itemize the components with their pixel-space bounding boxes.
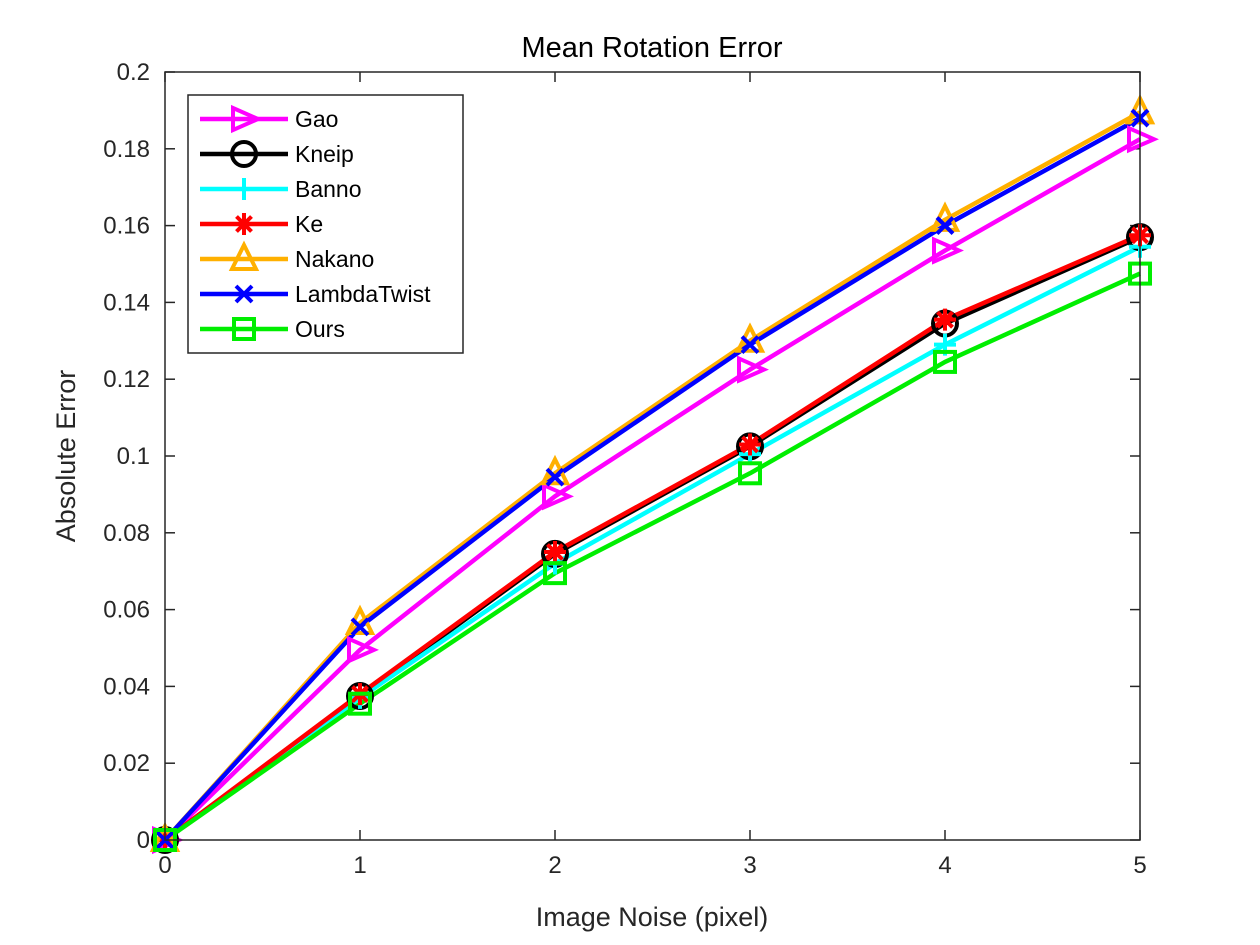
- x-axis-label: Image Noise (pixel): [536, 902, 769, 932]
- series-line-ours: [163, 271, 1141, 842]
- series-line-gao: [163, 137, 1142, 842]
- data-point-gao: [1127, 125, 1159, 154]
- x-tick-label: 5: [1133, 852, 1146, 879]
- series-line-banno: [163, 244, 1142, 842]
- legend-marker-nakano: [228, 240, 260, 271]
- x-tick-label: 4: [938, 852, 951, 879]
- legend-marker-gao: [231, 104, 263, 134]
- data-point-ours: [738, 461, 762, 486]
- y-tick-label: 0.04: [103, 673, 150, 700]
- legend-label-nakano: Nakano: [295, 246, 374, 272]
- series-line-lambdatwist: [163, 116, 1142, 842]
- legend: Gao Kneip Banno Ke Nakano LambdaTwist Ours: [187, 94, 464, 354]
- data-point-ours: [543, 561, 567, 586]
- x-tick-label: 1: [353, 852, 366, 879]
- y-tick-label: 0.14: [103, 289, 150, 316]
- plot-area-frame: [164, 71, 1141, 841]
- data-point-ours: [348, 691, 372, 716]
- data-point-ke: [739, 433, 761, 456]
- data-point-ke: [544, 541, 566, 563]
- y-axis-label: Absolute Error: [51, 370, 81, 543]
- legend-marker-lambdatwist: [234, 284, 254, 304]
- x-tick-label: 2: [548, 852, 561, 879]
- legend-marker-ours: [232, 317, 256, 341]
- legend-marker-banno: [233, 178, 255, 200]
- legend-label-ke: Ke: [295, 211, 323, 237]
- data-point-lambdatwist: [740, 335, 760, 355]
- y-tick-label: 0.02: [103, 750, 150, 777]
- y-tick-label: 0.08: [103, 520, 150, 547]
- legend-label-lambdatwist: LambdaTwist: [295, 281, 431, 307]
- y-tick-label: 0.18: [103, 136, 150, 163]
- data-point-gao: [542, 482, 574, 511]
- legend-marker-ke: [233, 213, 255, 235]
- y-tick-label: 0.16: [103, 213, 150, 240]
- data-point-ke: [934, 308, 956, 331]
- legend-label-banno: Banno: [295, 176, 362, 202]
- legend-marker-kneip: [230, 140, 258, 168]
- data-point-lambdatwist: [935, 216, 955, 236]
- series-lines: [163, 110, 1142, 842]
- y-tick-label: 0: [137, 827, 150, 854]
- x-tick-label: 0: [158, 852, 171, 879]
- y-tick-label: 0.1: [117, 443, 150, 470]
- legend-label-kneip: Kneip: [295, 141, 354, 167]
- data-point-gao: [932, 236, 964, 265]
- data-point-gao: [737, 355, 769, 384]
- data-point-ours: [933, 349, 957, 374]
- y-tick-label: 0.06: [103, 597, 150, 624]
- chart-title: Mean Rotation Error: [521, 32, 782, 64]
- y-tick-label: 0.2: [117, 59, 150, 86]
- legend-label-gao: Gao: [295, 106, 338, 132]
- data-point-lambdatwist: [350, 617, 370, 637]
- series-line-ke: [163, 233, 1141, 842]
- data-point-gao: [347, 635, 379, 664]
- legend-label-ours: Ours: [295, 316, 345, 342]
- x-tick-label: 3: [743, 852, 756, 879]
- y-tick-label: 0.12: [103, 366, 150, 393]
- data-point-lambdatwist: [545, 467, 565, 487]
- axis-ticks: 0 1 2 3 4 5 0 0.02 0.04 0.06 0.08 0.1 0.12 0.14 0.16 0.…: [103, 59, 1146, 879]
